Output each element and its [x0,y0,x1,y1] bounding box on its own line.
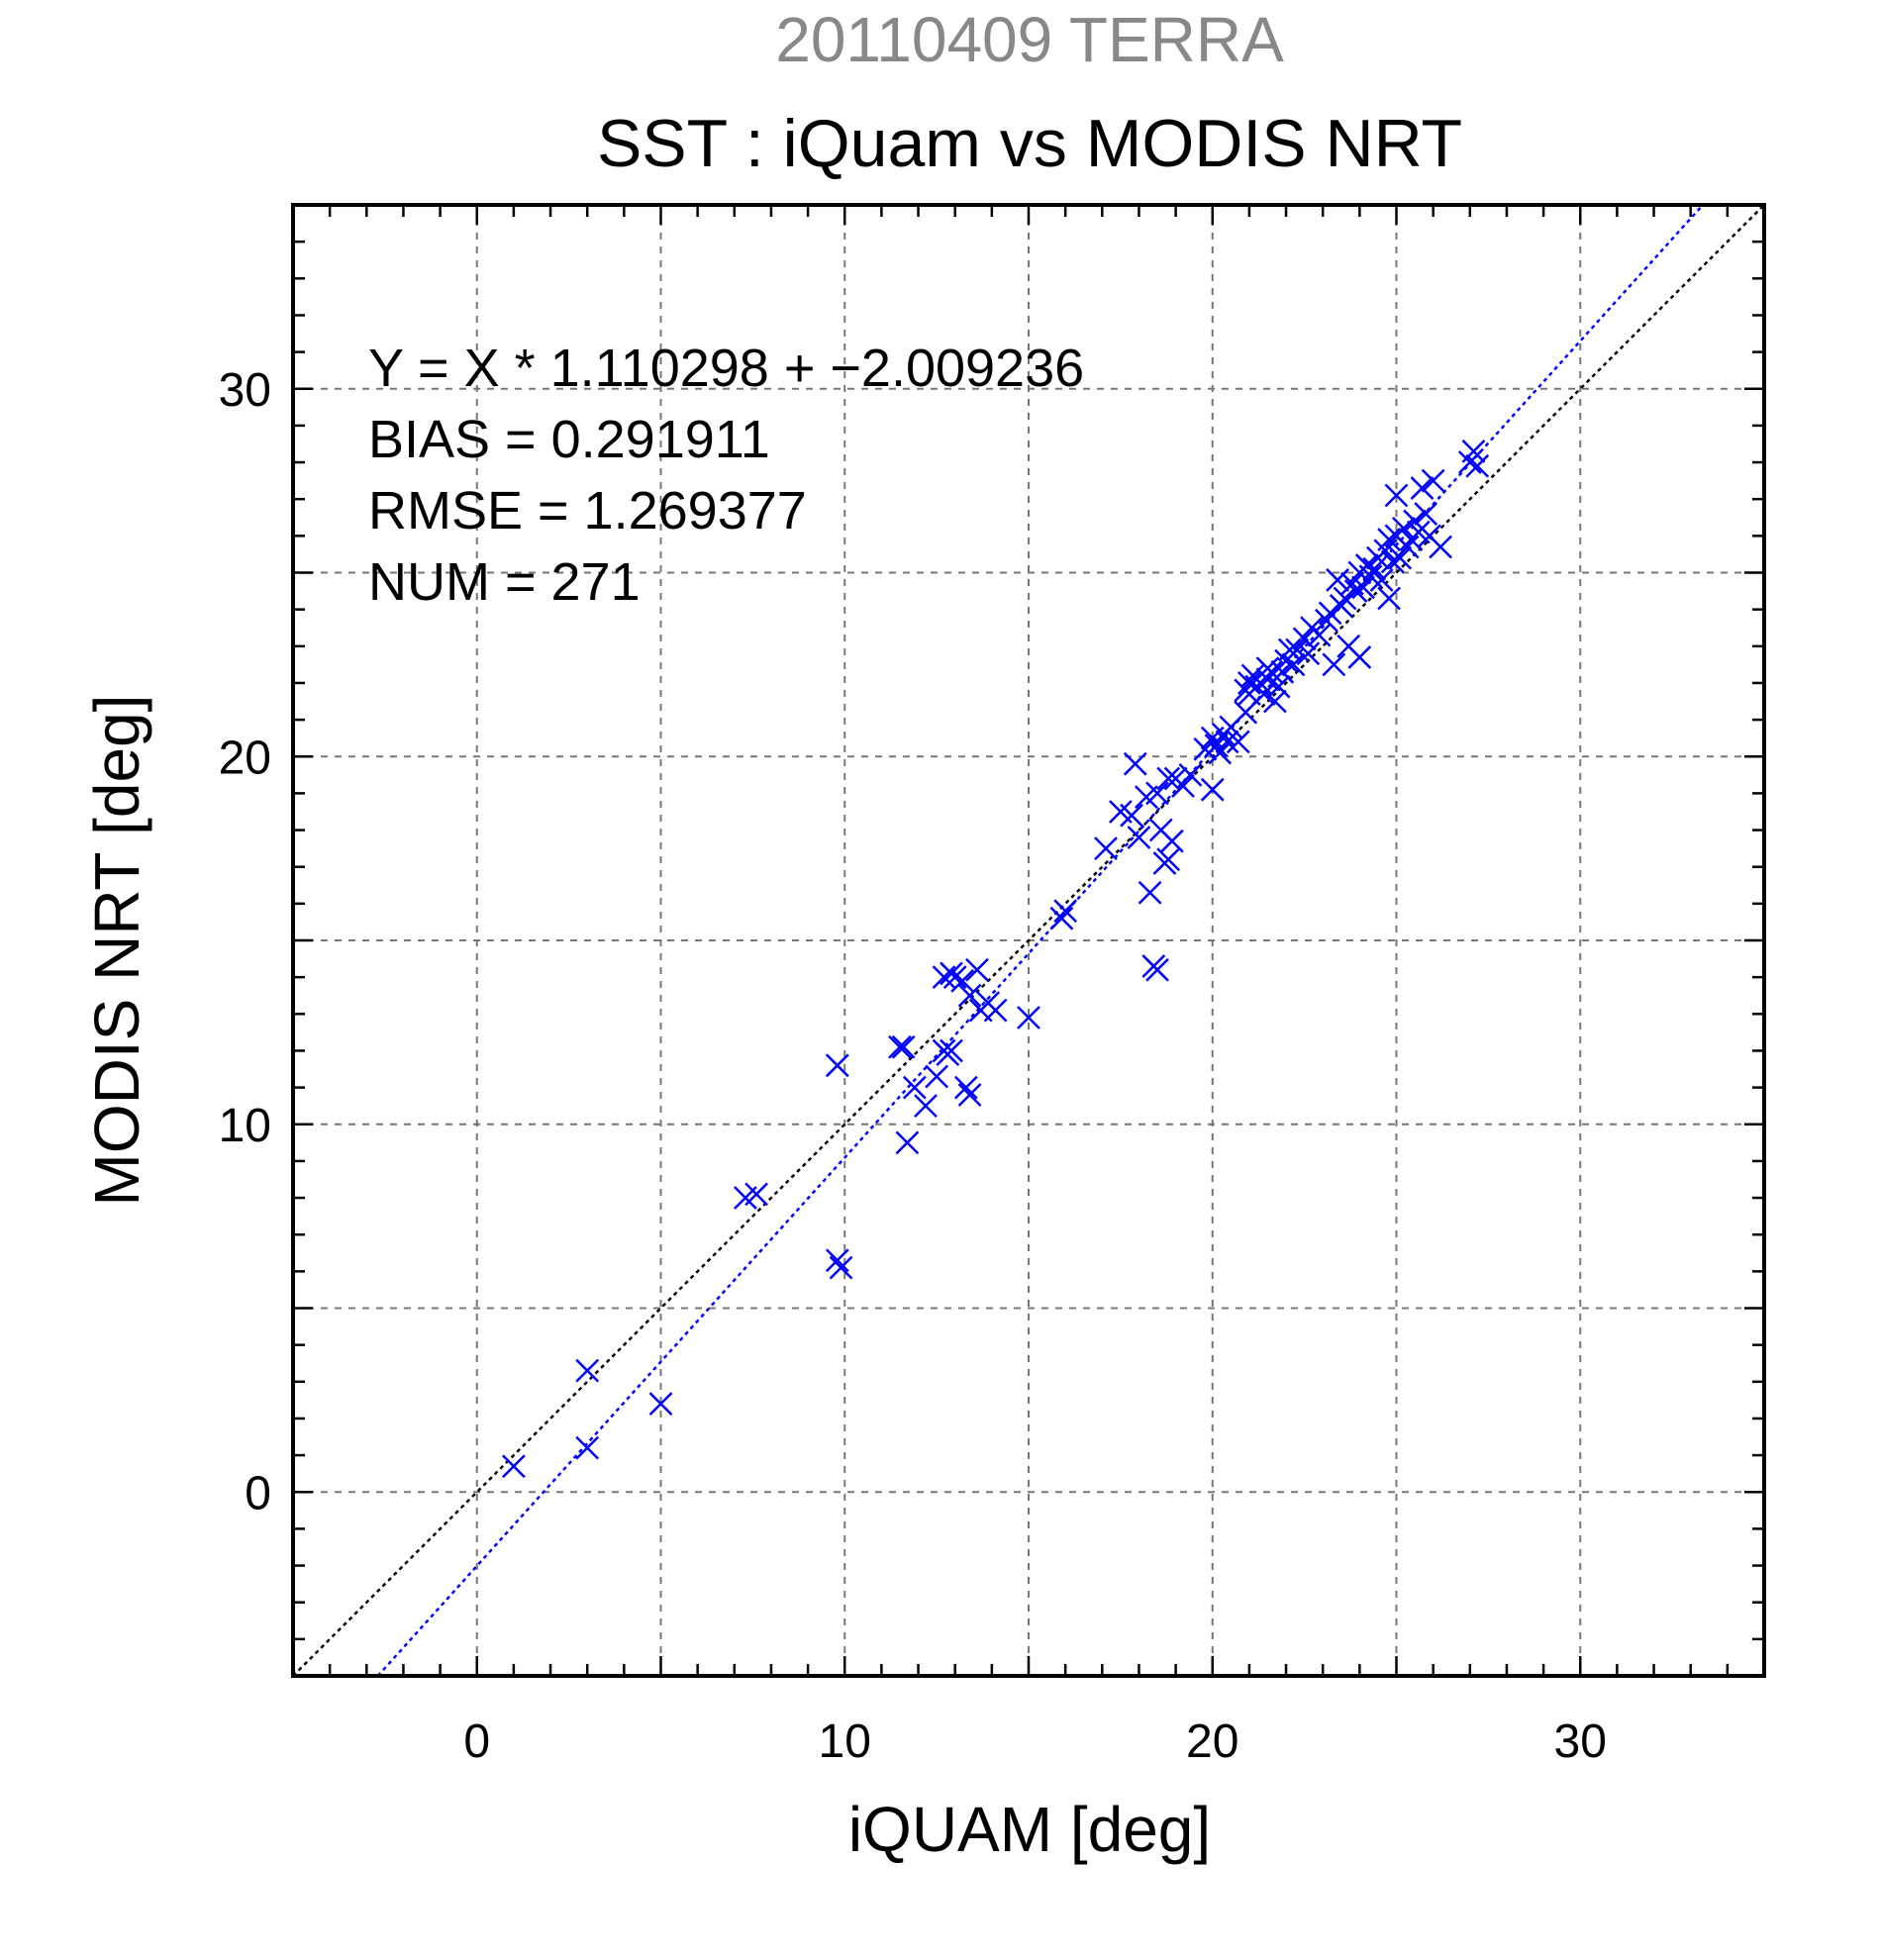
data-point [575,1358,600,1383]
x-tick-label: 10 [819,1715,871,1768]
data-point [1292,627,1317,651]
data-point [1238,671,1261,695]
data-point [744,1182,768,1207]
data-point [1053,899,1078,924]
data-point [1266,674,1291,699]
x-tick-label: 0 [463,1715,490,1768]
data-point [1263,689,1287,714]
data-point [1251,682,1276,706]
data-point [1410,476,1435,500]
data-point [1461,440,1486,463]
bias-value: BIAS = 0.291911 [368,410,770,469]
data-point [1277,637,1302,662]
data-point [1138,880,1162,905]
tick-labels: 0 10 20 30 0 10 20 30 [219,364,1607,1768]
data-point [825,1053,849,1078]
data-point [1326,568,1349,592]
rmse-value: RMSE = 1.269377 [368,481,807,540]
data-point [1120,803,1143,828]
data-point [1377,586,1401,611]
data-point [1156,847,1181,872]
data-point [940,1038,963,1063]
y-axis-label: MODIS NRT [deg] [81,695,152,1207]
data-point [1145,781,1169,806]
data-point [575,1435,600,1460]
data-point [888,1034,912,1059]
plot-frame [291,203,1766,1678]
data-point [1049,906,1074,931]
data-point [1421,468,1445,493]
data-point [1215,730,1239,754]
x-tick-label: 20 [1186,1715,1238,1768]
data-point [1145,957,1169,982]
data-point [957,1083,982,1107]
data-point [1296,641,1321,666]
data-point [1094,836,1118,861]
regression-line [375,205,1705,1676]
data-point [502,1454,526,1479]
num-value: NUM = 271 [368,552,641,612]
data-point [950,968,975,993]
data-points [502,440,1490,1479]
y-tick-label: 20 [219,732,271,784]
data-point [1347,645,1372,669]
stats-box: Y = X * 1.110298 + −2.009236 BIAS = 0.29… [368,339,1084,612]
data-point [1017,1006,1040,1029]
data-point [965,957,989,982]
data-point [957,983,982,1008]
data-point [1429,535,1452,559]
data-point [1384,483,1409,508]
data-point [1377,528,1401,551]
data-point [983,998,1008,1023]
data-point [1160,829,1184,853]
data-point [1200,777,1225,802]
regression-equation: Y = X * 1.110298 + −2.009236 [368,339,1084,398]
data-point [1171,774,1195,798]
data-point [1307,623,1332,647]
chart-title: 20110409 TERRA [775,4,1284,75]
data-point [953,1075,978,1100]
data-point [891,1034,916,1059]
data-point [1414,502,1438,526]
data-point [1351,575,1375,600]
data-point [942,965,967,990]
data-point [648,1392,673,1416]
x-axis-label: iQUAM [deg] [848,1794,1211,1865]
data-point [932,965,956,990]
data-point [825,1248,849,1273]
data-point [1369,568,1394,592]
data-point [895,1130,920,1155]
data-point [1333,586,1357,611]
chart-subtitle: SST : iQuam vs MODIS NRT [597,106,1462,181]
identity-line [293,205,1764,1676]
x-tick-label: 30 [1554,1715,1607,1768]
reference-lines [293,205,1764,1676]
data-point [1255,667,1280,692]
data-point [1388,545,1413,570]
data-point [914,1094,938,1119]
data-point [1178,762,1203,787]
data-point [1226,730,1250,754]
data-point [1156,766,1181,791]
data-point [902,1075,927,1100]
data-point [1281,652,1306,677]
data-point [1127,826,1151,849]
y-tick-label: 0 [245,1467,271,1519]
data-point [829,1255,853,1280]
y-tick-label: 30 [219,364,271,417]
data-point [1322,652,1346,677]
data-point [1465,453,1490,478]
y-tick-label: 10 [219,1100,271,1152]
data-point [1208,740,1233,765]
data-point [1259,659,1284,684]
data-point [1123,751,1147,776]
data-point [925,1064,949,1089]
data-point [1234,700,1258,725]
data-point [1395,535,1420,559]
data-point [1392,517,1416,540]
